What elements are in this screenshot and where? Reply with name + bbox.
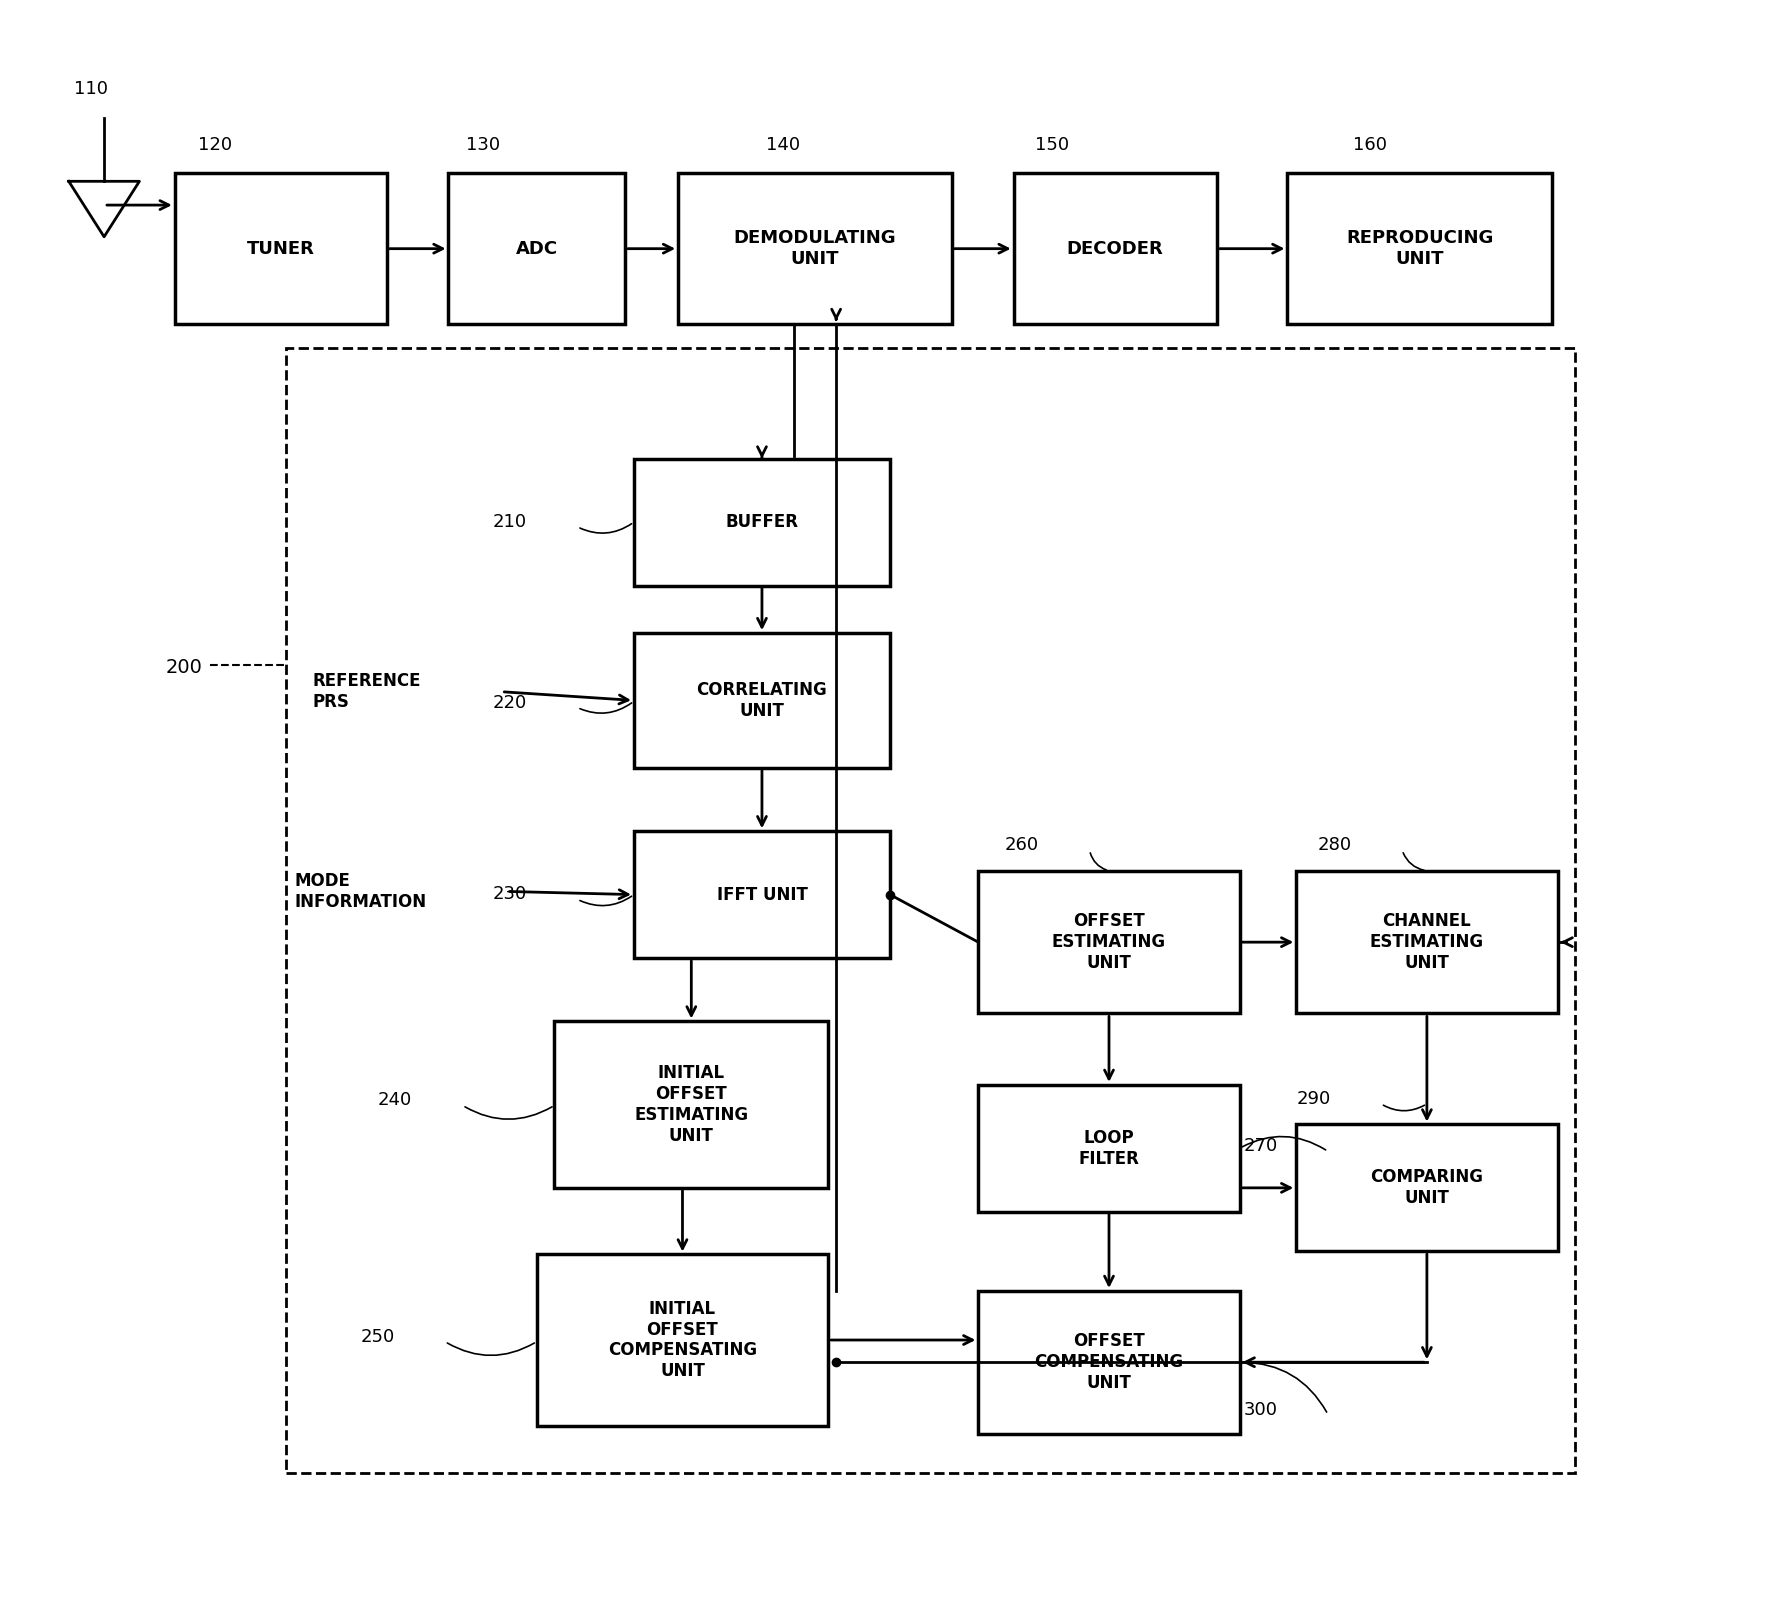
Text: CORRELATING
UNIT: CORRELATING UNIT	[696, 681, 828, 720]
Text: 240: 240	[377, 1092, 413, 1110]
Text: CHANNEL
ESTIMATING
UNIT: CHANNEL ESTIMATING UNIT	[1371, 913, 1485, 972]
FancyBboxPatch shape	[1296, 871, 1558, 1014]
Text: 160: 160	[1353, 136, 1387, 154]
FancyBboxPatch shape	[554, 1022, 828, 1188]
Text: IFFT UNIT: IFFT UNIT	[717, 886, 808, 903]
Text: COMPARING
UNIT: COMPARING UNIT	[1371, 1169, 1483, 1207]
Text: 300: 300	[1242, 1401, 1278, 1418]
Text: 210: 210	[493, 513, 527, 531]
Text: 250: 250	[360, 1327, 395, 1346]
Text: REFERENCE
PRS: REFERENCE PRS	[313, 672, 422, 712]
Text: ADC: ADC	[516, 240, 557, 257]
FancyBboxPatch shape	[1296, 1124, 1558, 1252]
FancyBboxPatch shape	[634, 831, 890, 958]
Text: MODE
INFORMATION: MODE INFORMATION	[295, 871, 427, 911]
FancyBboxPatch shape	[979, 871, 1239, 1014]
Text: 140: 140	[767, 136, 801, 154]
Text: 130: 130	[466, 136, 500, 154]
FancyBboxPatch shape	[449, 173, 625, 325]
FancyBboxPatch shape	[174, 173, 386, 325]
Text: 290: 290	[1296, 1091, 1330, 1108]
FancyBboxPatch shape	[634, 459, 890, 585]
FancyBboxPatch shape	[979, 1084, 1239, 1212]
Text: 200: 200	[166, 657, 203, 676]
Text: 120: 120	[198, 136, 231, 154]
FancyBboxPatch shape	[634, 633, 890, 768]
Text: DEMODULATING
UNIT: DEMODULATING UNIT	[733, 229, 897, 269]
Text: INITIAL
OFFSET
COMPENSATING
UNIT: INITIAL OFFSET COMPENSATING UNIT	[609, 1300, 756, 1380]
Text: 230: 230	[493, 886, 527, 903]
FancyBboxPatch shape	[538, 1255, 828, 1426]
FancyBboxPatch shape	[678, 173, 952, 325]
Text: 220: 220	[493, 694, 527, 712]
Text: 280: 280	[1317, 836, 1351, 854]
Text: 270: 270	[1242, 1137, 1278, 1156]
Text: OFFSET
ESTIMATING
UNIT: OFFSET ESTIMATING UNIT	[1052, 913, 1166, 972]
Text: 110: 110	[75, 80, 109, 98]
Text: DECODER: DECODER	[1066, 240, 1164, 257]
Text: LOOP
FILTER: LOOP FILTER	[1079, 1129, 1139, 1167]
Text: OFFSET
COMPENSATING
UNIT: OFFSET COMPENSATING UNIT	[1034, 1332, 1184, 1393]
Text: REPRODUCING
UNIT: REPRODUCING UNIT	[1346, 229, 1493, 269]
Text: INITIAL
OFFSET
ESTIMATING
UNIT: INITIAL OFFSET ESTIMATING UNIT	[634, 1065, 748, 1145]
FancyBboxPatch shape	[1013, 173, 1218, 325]
Text: TUNER: TUNER	[247, 240, 315, 257]
FancyBboxPatch shape	[979, 1290, 1239, 1434]
Text: BUFFER: BUFFER	[726, 513, 799, 531]
FancyBboxPatch shape	[1287, 173, 1552, 325]
Text: 260: 260	[1004, 836, 1040, 854]
Text: 150: 150	[1034, 136, 1070, 154]
